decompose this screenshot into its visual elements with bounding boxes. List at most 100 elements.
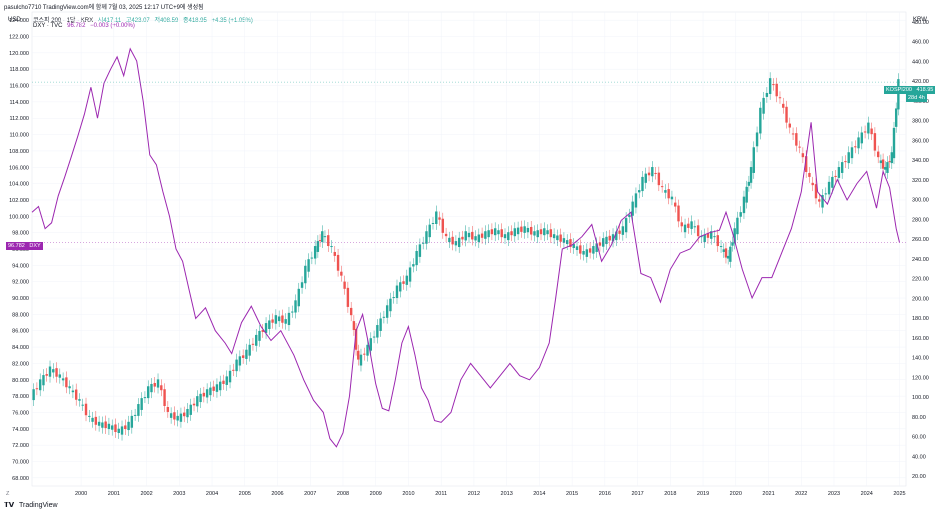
left-tick-label: 82.000 [12,361,29,367]
kospi-candle-body [354,328,358,350]
kospi-candle-body [667,189,670,199]
footer-brand[interactable]: 𝗧𝗩 TradingView [4,501,58,509]
left-tick-label: 102.000 [9,198,29,204]
kospi-candle-body [638,190,641,193]
right-tick-label: 160.00 [912,336,929,342]
right-tick-label: 280.00 [912,217,929,223]
x-tick-label: 2011 [435,491,447,497]
kospi-candle-body [745,186,748,203]
kospi-candle-body [346,287,350,307]
kospi-candle-body [277,316,281,322]
kospi-candle-body [127,421,130,431]
kospi-candle-body [575,246,579,250]
left-tick-label: 118.000 [10,67,29,73]
kospi-candle-body [467,232,471,238]
kospi-candle-body [91,417,94,422]
kospi-candle-body [886,162,889,173]
kospi-candle-body [664,190,667,193]
left-tick-label: 122.000 [9,35,29,41]
kospi-candle-body [316,241,320,252]
legend-dxy[interactable]: DXY · TVC 96.782 −0.003 (+0.00%) [33,23,138,29]
x-tick-label: 2013 [501,491,513,497]
kospi-candle-body [854,146,857,148]
kospi-candle-body [173,412,176,420]
kospi-candle-body [860,132,864,144]
kospi-candle-body [291,311,294,313]
kospi-candle-body [876,151,880,158]
kospi-candle-body [205,389,209,398]
kospi-candle-body [834,175,837,177]
legend-dxy-value: 96.782 [67,23,86,29]
kospi-candle-body [284,319,287,324]
x-tick-label: 2012 [468,491,480,497]
kospi-candle-body [336,254,340,271]
kospi-candle-body [651,167,654,177]
kospi-candle-body [241,355,245,358]
kospi-candle-body [357,350,360,360]
kospi-candle-body [765,92,769,97]
kospi-candle-body [120,426,124,435]
kospi-candle-body [477,234,481,243]
x-tick-label: 2016 [599,491,611,497]
kospi-candle-body [703,234,706,243]
kospi-candle-body [621,226,625,235]
kospi-candle-body [742,196,746,214]
kospi-candle-body [759,107,762,134]
left-tick-label: 74.000 [12,427,29,433]
kospi-candle-body [602,238,605,247]
kospi-candle-body [425,231,428,244]
kospi-candle-body [258,330,261,341]
kospi-candle-body [81,404,84,406]
kospi-candle-body [385,305,389,318]
kospi-candle-body [772,84,775,86]
x-tick-label: 2021 [762,491,774,497]
kospi-candle-body [722,249,725,252]
kospi-candle-body [892,127,896,159]
kospi-candle-body [546,230,549,235]
legend-kospi-close: 종418.95 [182,18,207,24]
kospi-candle-body [480,233,484,238]
kospi-price-tag: KOSPI200 418.95 [884,86,936,94]
right-tick-label: 480.00 [912,20,929,26]
kospi-candle-body [595,243,598,252]
kospi-candle-body [549,229,553,238]
kospi-candle-body [318,240,322,242]
kospi-candle-body [340,271,343,276]
kospi-candle-body [824,193,828,195]
kospi-candle-body [32,389,35,401]
right-tick-label: 220.00 [912,277,929,283]
kospi-candle-body [287,312,291,326]
kospi-candle-body [415,250,418,266]
kospi-candle-body [821,195,824,208]
legend-kospi[interactable]: 코스피 200 · 1달 · KRX 시417.11 고423.07 저408.… [33,15,256,24]
kospi-candle-body [624,218,628,233]
kospi-candle-body [677,205,680,222]
kospi-candle-body [487,230,490,238]
kospi-candle-body [418,244,422,257]
kospi-candle-body [493,228,497,236]
kospi-candle-body [97,421,101,426]
right-tick-label: 200.00 [912,296,929,302]
left-tick-label: 86.000 [12,329,29,335]
kospi-candle-body [510,231,513,236]
corner-label: Z [6,491,10,497]
kospi-candle-body [333,251,336,256]
kospi-candle-body [156,379,160,388]
legend-dxy-change: −0.003 (+0.00%) [90,23,135,29]
kospi-candle-body [516,227,520,235]
kospi-candle-body [693,226,697,228]
kospi-candle-body [484,231,487,239]
dxy-line [31,47,900,448]
kospi-candle-body [382,316,386,318]
kospi-candle-body [300,282,304,288]
kospi-candle-body [726,255,730,259]
kospi-candle-body [219,381,222,391]
x-tick-label: 2025 [893,491,905,497]
kospi-candle-body [884,167,887,170]
kospi-candle-body [804,156,808,172]
legend-dxy-name: DXY · TVC [33,23,63,29]
kospi-candle-body [61,378,65,381]
kospi-candle-body [228,370,232,383]
kospi-candle-body [281,315,284,323]
